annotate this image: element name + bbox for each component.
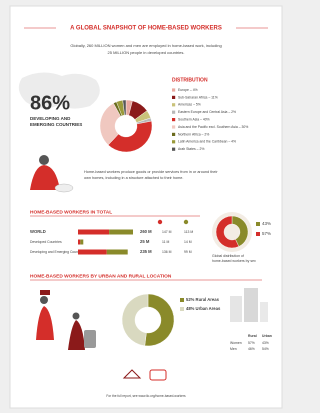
title: A GLOBAL SNAPSHOT OF HOME-BASED WORKERS [70, 26, 222, 32]
table-cell: 43% [262, 341, 269, 345]
bar-men [107, 250, 128, 255]
row-label: Developing and Emerging Countries [30, 250, 85, 254]
row-value: 113 M [184, 230, 193, 234]
male-icon [184, 220, 188, 224]
bar-women [78, 250, 107, 255]
row-value: 147 M [162, 230, 172, 234]
row-label: WORLD [30, 229, 46, 234]
legend-swatch [172, 103, 175, 106]
row-value: 25 M [140, 239, 150, 244]
legend-swatch [172, 133, 175, 136]
table-cell: 57% [248, 341, 255, 345]
legend-label: Arab States – 2% [178, 147, 204, 151]
legend-label: Latin America and the Caribbean – 4% [178, 140, 236, 144]
legend-label: 57% [262, 231, 271, 236]
legend-swatch [172, 111, 175, 114]
intro-line: 25 MILLION people in developed countries… [108, 50, 185, 55]
legend-swatch [180, 307, 184, 311]
definition-line: own homes, including in a structure atta… [84, 176, 183, 180]
table-cell: 54% [262, 347, 269, 351]
row-value: 235 M [140, 249, 152, 254]
legend-swatch [172, 148, 175, 151]
row-value: 99 M [184, 250, 192, 254]
legend-swatch [172, 125, 175, 128]
row-value: 136 M [162, 250, 172, 254]
legend-label: Northern Africa – 2% [178, 132, 209, 136]
legend-label: 43% [262, 221, 271, 226]
sex-caption: Global distribution of [212, 254, 244, 258]
section-title: HOME-BASED WORKERS BY URBAN AND RURAL LO… [30, 273, 172, 279]
share-label: DEVELOPING AND [30, 116, 71, 121]
legend-label: Americas – 5% [178, 103, 201, 107]
legend-label: Eastern Europe and Central Asia – 2% [178, 110, 236, 114]
row-value: 14 M [184, 240, 192, 244]
legend-label: Southern Asia – 40% [178, 117, 210, 121]
table-header: Rural [248, 334, 257, 338]
legend-swatch [172, 118, 175, 121]
legend-label: Europe – 4% [178, 88, 198, 92]
bar-men [80, 240, 83, 245]
row-value: 260 M [140, 229, 152, 234]
legend-label: Sub-Saharan Africa – 11% [178, 95, 218, 99]
footer: For the full report, see www.ilo.org/hom… [106, 394, 186, 398]
infographic: A GLOBAL SNAPSHOT OF HOME-BASED WORKERS … [0, 0, 292, 413]
table-header: Urban [262, 334, 272, 338]
intro-line: Globally, 260 MILLION women and men are … [70, 43, 221, 48]
distribution-title: DISTRIBUTION [172, 77, 208, 83]
bar-men [109, 230, 133, 235]
legend-swatch [172, 96, 175, 99]
bar-women [78, 240, 80, 245]
definition-line: Home-based workers produce goods or prov… [84, 170, 218, 174]
section-title: HOME-BASED WORKERS IN TOTAL [30, 209, 112, 215]
row-value: 11 M [162, 240, 169, 244]
female-icon [158, 220, 162, 224]
page [10, 6, 282, 408]
bar-women [78, 230, 109, 235]
table-cell: Women [230, 341, 242, 345]
table-cell: 46% [248, 347, 255, 351]
legend-swatch [180, 298, 184, 302]
share-value: 86% [30, 92, 70, 114]
legend-label: 48% Urban Areas [186, 306, 221, 311]
legend-label: 52% Rural Areas [186, 297, 220, 302]
table-cell: Men [230, 347, 237, 351]
sex-caption: home-based workers by sex [212, 259, 256, 263]
legend-swatch [172, 88, 175, 91]
legend-label: Asia and the Pacific excl. Southern Asia… [178, 125, 248, 129]
legend-swatch [256, 232, 260, 236]
share-label: EMERGING COUNTRIES [30, 122, 82, 127]
row-label: Developed Countries [30, 240, 62, 244]
legend-swatch [172, 140, 175, 143]
legend-swatch [256, 222, 260, 226]
